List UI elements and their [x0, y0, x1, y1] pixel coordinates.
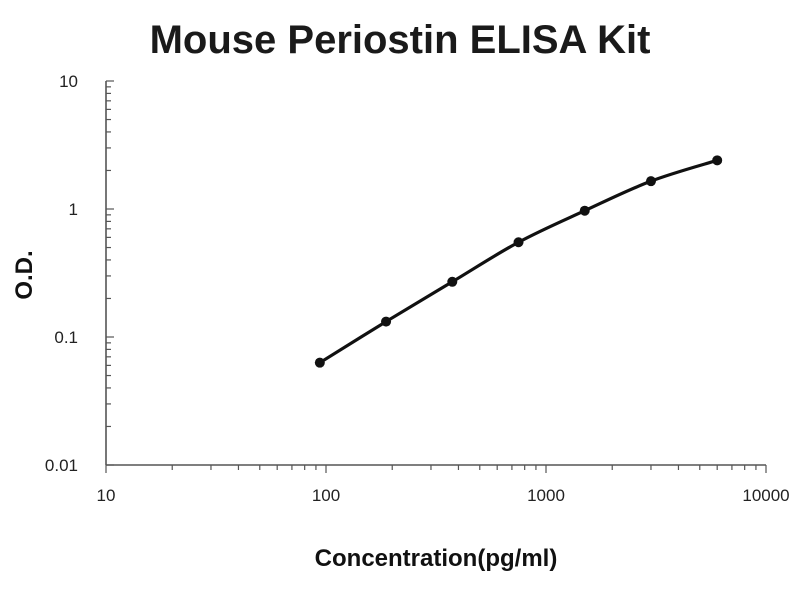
data-point: [645, 176, 656, 187]
data-point: [447, 276, 458, 287]
y-tick-label: 0.1: [54, 328, 78, 347]
y-axis-title: O.D.: [11, 250, 38, 299]
x-tick-label: 10000: [742, 486, 789, 505]
data-point: [712, 155, 723, 166]
axes: [105, 81, 766, 466]
data-point: [381, 316, 392, 327]
x-axis-title: Concentration(pg/ml): [315, 545, 558, 572]
y-tick-label: 10: [59, 72, 78, 91]
data-point: [513, 237, 524, 248]
x-tick-label: 100: [312, 486, 340, 505]
data-points: [314, 155, 723, 368]
data-point: [314, 357, 325, 368]
x-tick-label: 1000: [527, 486, 565, 505]
data-point: [579, 205, 590, 216]
tick-marks: [105, 80, 767, 473]
chart-title: Mouse Periostin ELISA Kit: [149, 18, 651, 62]
y-tick-label: 0.01: [45, 456, 78, 475]
standard-curve-line: [318, 158, 719, 365]
x-tick-label: 10: [97, 486, 116, 505]
y-tick-label: 1: [69, 200, 78, 219]
tick-labels: 10 100 1000 10000 0.01 0.1 1 10: [45, 72, 790, 505]
